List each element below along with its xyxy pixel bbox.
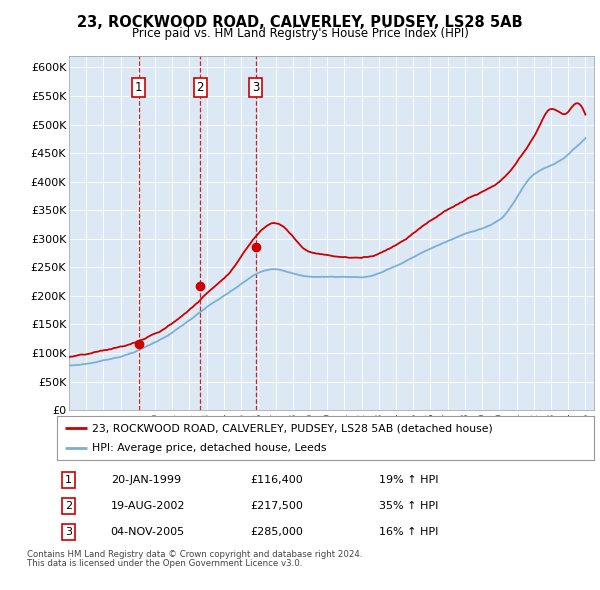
Text: 19-AUG-2002: 19-AUG-2002 [111,501,185,511]
Text: 35% ↑ HPI: 35% ↑ HPI [379,501,439,511]
Text: 19% ↑ HPI: 19% ↑ HPI [379,474,439,484]
Text: 20-JAN-1999: 20-JAN-1999 [111,474,181,484]
Text: £116,400: £116,400 [250,474,303,484]
Text: 23, ROCKWOOD ROAD, CALVERLEY, PUDSEY, LS28 5AB: 23, ROCKWOOD ROAD, CALVERLEY, PUDSEY, LS… [77,15,523,30]
Text: 23, ROCKWOOD ROAD, CALVERLEY, PUDSEY, LS28 5AB (detached house): 23, ROCKWOOD ROAD, CALVERLEY, PUDSEY, LS… [92,424,493,433]
Text: 3: 3 [65,527,73,537]
Text: 1: 1 [65,474,73,484]
Text: HPI: Average price, detached house, Leeds: HPI: Average price, detached house, Leed… [92,443,326,453]
Text: 3: 3 [252,81,259,94]
Text: £285,000: £285,000 [250,527,303,537]
Text: Contains HM Land Registry data © Crown copyright and database right 2024.: Contains HM Land Registry data © Crown c… [27,550,362,559]
Text: 16% ↑ HPI: 16% ↑ HPI [379,527,439,537]
Text: This data is licensed under the Open Government Licence v3.0.: This data is licensed under the Open Gov… [27,559,302,568]
Text: £217,500: £217,500 [250,501,303,511]
Text: 2: 2 [65,501,73,511]
Text: 1: 1 [135,81,142,94]
Text: Price paid vs. HM Land Registry's House Price Index (HPI): Price paid vs. HM Land Registry's House … [131,27,469,40]
Text: 04-NOV-2005: 04-NOV-2005 [111,527,185,537]
Text: 2: 2 [197,81,204,94]
